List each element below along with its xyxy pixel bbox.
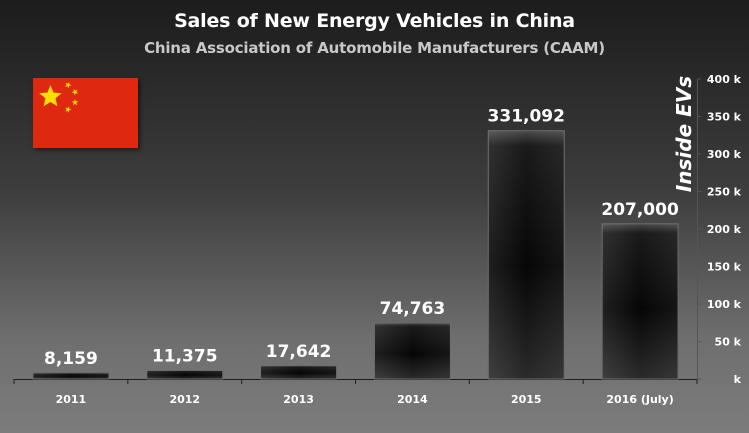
bar-data-label: 74,763 [380,299,446,319]
bar-sheen [488,130,565,379]
y-tick-label: 250 k [707,186,742,199]
bar-sheen [260,365,337,379]
bar-2016-july [601,223,679,380]
china-flag-icon [33,78,138,148]
y-tick-label: 200 k [707,223,742,236]
bar-sheen [602,223,679,379]
y-tick-label: k [734,373,742,386]
bar-data-label: 331,092 [488,107,565,127]
y-tick-label: 50 k [715,336,742,349]
bar-2011 [32,372,110,380]
bar-sheen [374,322,451,379]
chart-subtitle: China Association of Automobile Manufact… [144,39,605,57]
bar-2012 [146,369,224,380]
y-tick-label: 350 k [707,111,742,124]
bar-2014 [373,322,451,380]
bar-data-label: 207,000 [601,200,679,220]
watermark-text: Inside EVs [672,75,696,193]
y-tick-label: 100 k [707,298,742,311]
y-tick-label: 400 k [707,73,742,86]
x-category-label: 2016 (July) [606,393,673,406]
chart-title: Sales of New Energy Vehicles in China [174,10,575,32]
x-category-label: 2015 [511,393,542,406]
x-category-label: 2012 [169,393,200,406]
bar-data-label: 17,642 [266,342,332,362]
bar-2015 [487,130,565,380]
x-category-label: 2011 [56,393,87,406]
x-category-label: 2014 [397,393,428,406]
y-tick-label: 300 k [707,148,742,161]
bar-data-label: 11,375 [152,346,218,366]
inside-evs-watermark: Inside EVs [672,76,696,192]
bar-sheen [32,372,109,379]
bar-sheen [146,370,223,379]
bar-2013 [260,365,338,380]
y-tick-label: 150 k [707,261,742,274]
x-category-label: 2013 [283,393,314,406]
bar-data-label: 8,159 [44,349,98,369]
